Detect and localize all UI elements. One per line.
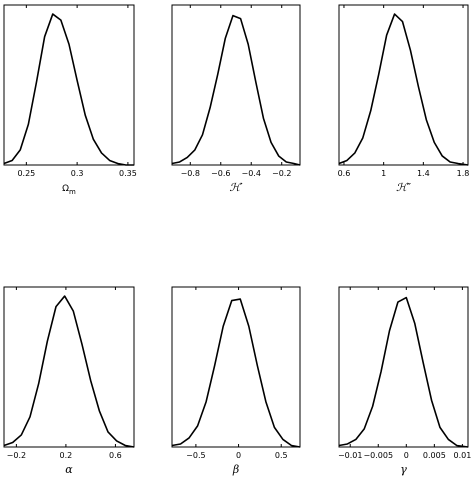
x-tick-label-omega-m: 0.35 xyxy=(119,169,137,178)
x-tick-label-h-double-prime: 1.4 xyxy=(417,169,430,178)
posterior-curve-alpha xyxy=(3,295,135,448)
x-tick-label-h-double-prime: 0.6 xyxy=(338,169,351,178)
x-tick-label-gamma: 0.01 xyxy=(453,451,471,460)
x-axis-label-beta: β xyxy=(232,463,239,476)
x-tick-label-omega-m: 0.3 xyxy=(71,169,84,178)
x-axis-label-gamma: γ xyxy=(400,463,407,476)
panel-alpha: −0.2 0.2 0.6 α xyxy=(3,286,135,476)
posterior-curve-gamma xyxy=(338,296,469,448)
panel-gamma: −0.01 −0.005 0 0.005 0.01 γ xyxy=(338,286,471,476)
x-tick-label-gamma: 0.005 xyxy=(423,451,446,460)
x-tick-label-h-prime: −0.2 xyxy=(272,169,291,178)
panel-h-prime: −0.8 −0.6 −0.4 −0.2 ℋ′ xyxy=(171,4,301,194)
x-tick-label-beta: −0.5 xyxy=(186,451,205,460)
x-tick-label-h-double-prime: 1 xyxy=(381,169,386,178)
x-tick-label-gamma: −0.01 xyxy=(338,451,363,460)
x-tick-label-alpha: 0.6 xyxy=(109,451,122,460)
x-tick-label-gamma: −0.005 xyxy=(363,451,393,460)
x-tick-label-beta: 0.5 xyxy=(275,451,288,460)
panel-frame-gamma xyxy=(338,286,469,448)
x-axis-label-omega-m: Ωm xyxy=(62,184,76,196)
panel-frame-h-prime xyxy=(171,4,301,166)
x-axis-label-h-double-prime: ℋ″ xyxy=(396,181,412,194)
x-tick-label-gamma: 0 xyxy=(404,451,409,460)
panel-beta: −0.5 0 0.5 β xyxy=(171,286,301,476)
posterior-curve-omega-m xyxy=(3,13,134,166)
panel-frame-alpha xyxy=(3,286,135,448)
x-tick-label-alpha: −0.2 xyxy=(7,451,26,460)
x-tick-label-h-double-prime: 1.8 xyxy=(457,169,470,178)
panel-frame-h-double-prime xyxy=(338,4,469,166)
panel-frame-omega-m xyxy=(3,4,135,166)
x-axis-label-alpha: α xyxy=(65,463,73,476)
panel-h-double-prime: 0.6 1 1.4 1.8 ℋ″ xyxy=(338,4,470,194)
panel-frame-beta xyxy=(171,286,301,448)
panel-omega-m: 0.25 0.3 0.35 Ωm xyxy=(3,4,137,196)
x-tick-label-alpha: 0.2 xyxy=(60,451,73,460)
x-tick-label-h-prime: −0.8 xyxy=(181,169,200,178)
x-tick-label-h-prime: −0.4 xyxy=(242,169,261,178)
x-tick-label-beta: 0 xyxy=(236,451,241,460)
x-tick-label-h-prime: −0.6 xyxy=(211,169,230,178)
x-axis-label-h-prime: ℋ′ xyxy=(229,181,243,194)
posterior-curve-h-prime xyxy=(171,14,301,166)
posterior-curve-beta xyxy=(171,298,301,448)
x-tick-label-omega-m: 0.25 xyxy=(17,169,35,178)
posterior-curve-h-double-prime xyxy=(338,13,469,166)
